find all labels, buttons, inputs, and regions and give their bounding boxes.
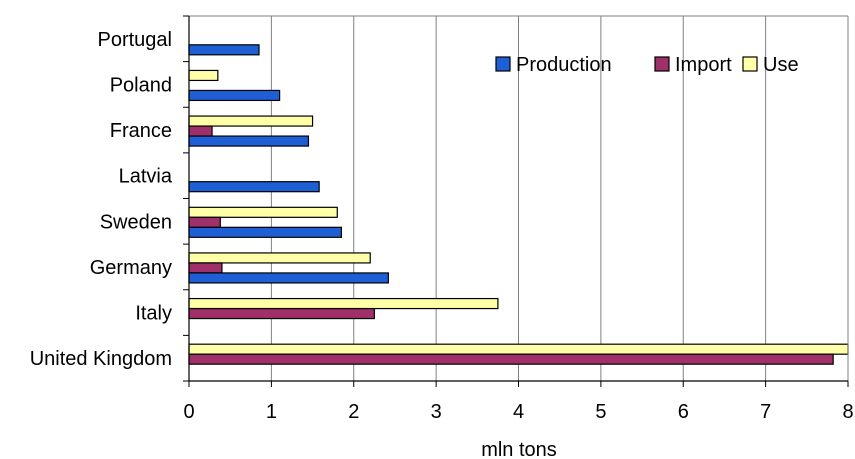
category-labels: United Kingdom Italy Germany Sweden Latvia Fr… xyxy=(30,29,173,370)
bar-france-production xyxy=(188,135,310,147)
legend-item-production: Production xyxy=(495,54,612,76)
tick-labels: 0 1 2 3 4 5 6 7 8 xyxy=(183,401,853,423)
x-tick-label-6: 6 xyxy=(678,401,689,423)
x-tick-label-7: 7 xyxy=(760,401,771,423)
legend-item-import: Import xyxy=(654,54,732,76)
bar-portugal-production xyxy=(188,44,260,56)
category-label-sweden: Sweden xyxy=(100,211,172,233)
bar-united-kingdom-import xyxy=(188,353,834,365)
axes xyxy=(183,15,849,387)
bar-italy-import xyxy=(188,307,375,320)
legend-swatch-production xyxy=(495,56,511,72)
legend: Production Import Use xyxy=(495,54,799,76)
x-tick-label-2: 2 xyxy=(348,401,359,423)
bar-sweden-import xyxy=(188,216,221,228)
legend-label-use: Use xyxy=(763,54,799,76)
bar-latvia-production xyxy=(188,181,320,193)
legend-item-use: Use xyxy=(742,54,799,76)
x-tick-label-4: 4 xyxy=(513,401,524,423)
category-label-portugal: Portugal xyxy=(98,29,173,51)
x-tick-label-8: 8 xyxy=(842,401,853,423)
category-label-united-kingdom: United Kingdom xyxy=(30,348,172,370)
bar-sweden-production xyxy=(188,226,342,238)
grid-lines xyxy=(270,16,767,381)
bar-poland-production xyxy=(188,89,281,102)
category-label-italy: Italy xyxy=(135,303,172,325)
x-tick-label-3: 3 xyxy=(431,401,442,423)
bar-france-use xyxy=(188,115,314,127)
bar-germany-import xyxy=(188,262,223,274)
category-label-latvia: Latvia xyxy=(119,166,173,188)
x-tick-label-5: 5 xyxy=(595,401,606,423)
bar-germany-use xyxy=(188,252,371,264)
x-axis-title: mln tons xyxy=(481,439,557,459)
category-label-poland: Poland xyxy=(110,74,172,96)
legend-label-production: Production xyxy=(516,54,612,76)
bar-sweden-use xyxy=(188,206,338,218)
category-label-germany: Germany xyxy=(90,257,172,279)
bar-france-import xyxy=(188,125,213,137)
bar-italy-use xyxy=(188,297,499,310)
x-tick-label-1: 1 xyxy=(266,401,277,423)
legend-label-import: Import xyxy=(675,54,732,76)
x-tick-label-0: 0 xyxy=(183,401,194,423)
category-label-france: France xyxy=(110,120,172,142)
bar-germany-production xyxy=(188,272,389,284)
legend-swatch-import xyxy=(654,56,670,72)
bar-united-kingdom-use xyxy=(188,343,849,355)
bar-poland-use xyxy=(188,69,219,82)
legend-swatch-use xyxy=(742,56,758,72)
